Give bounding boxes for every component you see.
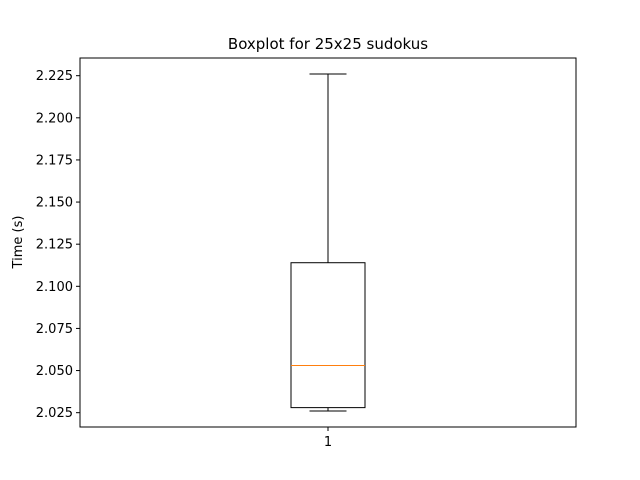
- y-tick-label: 2.150: [36, 196, 73, 211]
- y-tick-label: 2.175: [36, 153, 73, 168]
- x-tick-label: 1: [324, 435, 332, 450]
- y-tick-label: 2.025: [36, 406, 73, 421]
- chart-title: Boxplot for 25x25 sudokus: [228, 35, 428, 53]
- boxes: [290, 73, 366, 412]
- y-tick-label: 2.125: [36, 238, 73, 253]
- y-tick-label: 2.075: [36, 322, 73, 337]
- y-axis-ticks: 2.025 2.050 2.075 2.100 2.125 2.150 2.175 2.200…: [36, 69, 80, 421]
- plot-area-frame: [79, 57, 577, 428]
- y-tick-label: 2.100: [36, 280, 73, 295]
- box-iqr: [290, 262, 366, 409]
- y-tick-label: 2.225: [36, 69, 73, 84]
- y-tick-label: 2.200: [36, 111, 73, 126]
- y-tick-label: 2.050: [36, 364, 73, 379]
- y-axis-label: Time (s): [11, 216, 26, 270]
- x-axis-ticks: 1: [324, 427, 332, 450]
